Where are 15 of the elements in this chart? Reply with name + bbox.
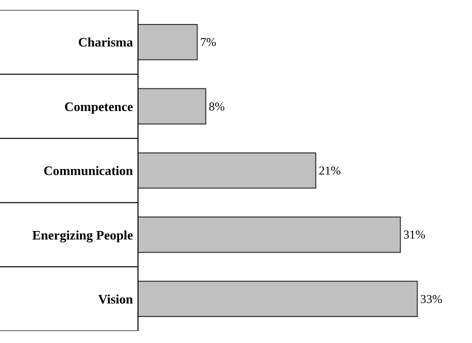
bar bbox=[138, 152, 316, 189]
bar bbox=[138, 280, 418, 318]
data-label: 8% bbox=[208, 99, 225, 114]
data-label: 21% bbox=[318, 164, 341, 178]
bar bbox=[138, 216, 401, 253]
data-label: 31% bbox=[403, 228, 426, 242]
y-tick-label: Charisma bbox=[78, 34, 134, 50]
y-tick-label: Energizing People bbox=[32, 227, 134, 242]
y-tick-label: Vision bbox=[98, 291, 134, 306]
y-tick-label: Communication bbox=[43, 163, 134, 178]
bar bbox=[138, 88, 206, 124]
y-tick-label: Competence bbox=[64, 98, 134, 114]
data-label: 7% bbox=[200, 35, 216, 50]
data-label: 33% bbox=[420, 292, 442, 306]
bar bbox=[138, 24, 198, 60]
